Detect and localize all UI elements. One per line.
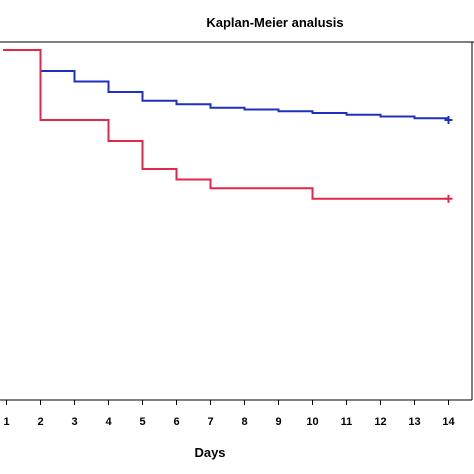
x-tick-label: 7	[207, 416, 213, 428]
chart-title: Kaplan-Meier analusis	[206, 15, 343, 30]
survival-curve-1	[3, 49, 450, 120]
x-tick-label: 14	[442, 416, 455, 428]
x-tick-label: 13	[408, 416, 420, 428]
x-tick-label: 12	[374, 416, 386, 428]
series-layer	[3, 49, 453, 203]
censor-marker-2	[444, 194, 453, 203]
x-tick-label: 4	[105, 416, 112, 428]
censor-marker-1	[444, 116, 453, 124]
x-tick-label: 11	[341, 416, 353, 428]
x-tick-label: 6	[173, 416, 179, 428]
x-axis-tick-labels: 1 2 3 4 5 6 7 8 9 10 11 12 13 14	[3, 416, 455, 428]
x-tick-label: 10	[306, 416, 318, 428]
x-tick-label: 1	[3, 416, 9, 428]
x-tick-label: 9	[275, 416, 281, 428]
survival-curve-2	[3, 49, 449, 200]
x-tick-label: 2	[37, 416, 43, 428]
x-axis-label: Days	[194, 445, 225, 460]
x-tick-label: 5	[139, 416, 145, 428]
x-tick-label: 8	[241, 416, 247, 428]
x-tick-label: 3	[71, 416, 77, 428]
x-axis-ticks	[6, 400, 449, 405]
